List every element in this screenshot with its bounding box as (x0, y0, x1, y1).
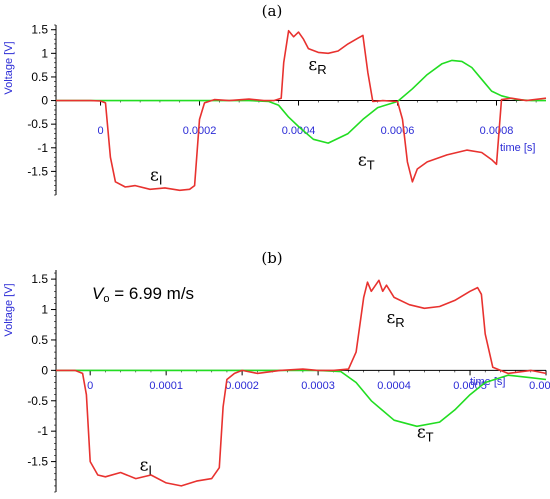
epsilon-subscript: R (317, 62, 326, 77)
annotation-epsilon-R-a: εR (308, 55, 326, 77)
y-tick-label-b: 1 (41, 303, 48, 317)
y-tick-label-a: 1 (41, 46, 48, 60)
panel-label-a: (a) (262, 2, 283, 20)
velocity-value: = 6.99 m/s (109, 284, 194, 303)
y-tick-label-a: 0 (41, 94, 48, 108)
epsilon-subscript: I (148, 463, 152, 478)
velocity-note: Vo = 6.99 m/s (92, 284, 194, 305)
y-tick-label-b: 0 (41, 363, 48, 377)
chart-panel-a: (a) Voltage [V] time [s] 1.5 1 0.5 0 -0.5 -1 -… (3, 2, 547, 196)
annotation-epsilon-T-a: εT (358, 150, 375, 172)
x-tick-label-b: 0.0005 (453, 380, 487, 392)
epsilon-base: ε (150, 165, 159, 185)
series-group-b (56, 279, 547, 487)
x-tick-label-b: 0.0002 (225, 380, 259, 392)
annotation-epsilon-T-b: εT (417, 422, 434, 444)
y-axis-label-b: Voltage [V] (3, 283, 15, 336)
epsilon-subscript: R (395, 315, 404, 330)
y-tick-label-a: -1 (37, 141, 48, 155)
velocity-subscript: o (103, 293, 109, 305)
y-tick-label-a: 0.5 (31, 70, 48, 84)
annotation-epsilon-R-b: εR (386, 308, 404, 330)
epsilon-base: ε (417, 422, 426, 442)
epsilon-base: ε (386, 308, 395, 328)
panel-label-b: (b) (261, 249, 282, 267)
annotation-epsilon-I-a: εI (150, 165, 162, 187)
annotation-epsilon-I-b: εI (140, 456, 152, 478)
red-signal-line-b (56, 279, 547, 487)
x-tick-label-b: 0.0003 (301, 380, 335, 392)
x-tick-label-a: 0.0008 (480, 125, 514, 137)
y-tick-label-b: -1.5 (27, 455, 48, 469)
x-tick-label-b: 0.0004 (377, 380, 411, 392)
epsilon-subscript: T (367, 157, 375, 172)
velocity-symbol: V (92, 284, 105, 303)
x-tick-label-b: 0.0006 (529, 380, 550, 392)
green-signal-line-b (56, 369, 547, 428)
green-signal-line-a (56, 59, 546, 144)
epsilon-base: ε (308, 55, 317, 75)
y-tick-label-b: -1 (37, 424, 48, 438)
epsilon-subscript: T (426, 429, 434, 444)
red-signal-line-a (56, 29, 547, 192)
epsilon-base: ε (140, 456, 149, 476)
chart-panel-b: (b) Voltage [V] time [s] Vo = 6.99 m/s 1… (3, 249, 550, 493)
x-tick-label-b: 0.0001 (149, 380, 183, 392)
y-tick-label-b: 0.5 (31, 333, 48, 347)
y-tick-label-a: -1.5 (27, 164, 48, 178)
x-tick-label-b: 0 (87, 380, 93, 392)
x-tick-label-a: 0 (97, 125, 103, 137)
y-axis-label-a: Voltage [V] (3, 41, 15, 94)
x-axis-label-a: time [s] (500, 142, 535, 154)
y-tick-label-a: 1.5 (31, 23, 48, 37)
epsilon-subscript: I (159, 172, 163, 187)
y-tick-label-a: -0.5 (27, 117, 48, 131)
x-tick-label-a: 0.0002 (183, 125, 217, 137)
y-tick-label-b: -0.5 (27, 394, 48, 408)
y-tick-label-b: 1.5 (31, 272, 48, 286)
x-tick-label-a: 0.0006 (381, 125, 415, 137)
series-group-a (56, 29, 547, 192)
epsilon-base: ε (358, 150, 367, 170)
